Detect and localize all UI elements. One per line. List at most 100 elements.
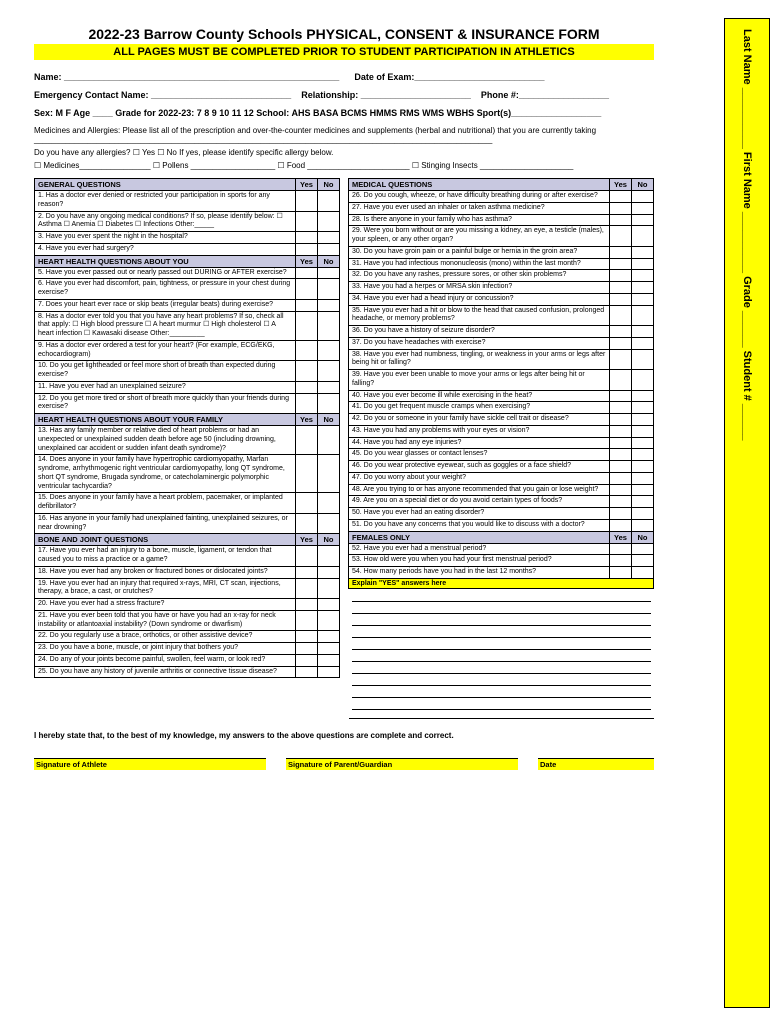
medical-no[interactable] — [632, 437, 654, 449]
general-yes[interactable] — [296, 243, 318, 255]
medical-yes[interactable] — [610, 349, 632, 370]
medical-no[interactable] — [632, 293, 654, 305]
medical-yes[interactable] — [610, 508, 632, 520]
allergy-question[interactable]: Do you have any allergies? ☐ Yes ☐ No If… — [34, 148, 654, 157]
heartyou-no[interactable] — [318, 381, 340, 393]
medical-no[interactable] — [632, 508, 654, 520]
heartfamily-yes[interactable] — [296, 455, 318, 493]
bone-no[interactable] — [318, 578, 340, 599]
medical-yes[interactable] — [610, 305, 632, 326]
bone-yes[interactable] — [296, 566, 318, 578]
medical-no[interactable] — [632, 414, 654, 426]
heartyou-no[interactable] — [318, 267, 340, 279]
bone-yes[interactable] — [296, 666, 318, 678]
heartyou-no[interactable] — [318, 340, 340, 361]
medical-no[interactable] — [632, 449, 654, 461]
heartyou-no[interactable] — [318, 393, 340, 414]
heartyou-no[interactable] — [318, 361, 340, 382]
medical-no[interactable] — [632, 202, 654, 214]
females-yes[interactable] — [610, 567, 632, 579]
medical-yes[interactable] — [610, 226, 632, 247]
allergy-list[interactable]: ☐ Medicines________________ ☐ Pollens __… — [34, 161, 654, 170]
heartyou-no[interactable] — [318, 311, 340, 340]
bone-no[interactable] — [318, 631, 340, 643]
medical-yes[interactable] — [610, 191, 632, 203]
general-no[interactable] — [318, 232, 340, 244]
medical-no[interactable] — [632, 214, 654, 226]
medical-no[interactable] — [632, 519, 654, 531]
medical-yes[interactable] — [610, 202, 632, 214]
heartyou-no[interactable] — [318, 299, 340, 311]
heartyou-yes[interactable] — [296, 299, 318, 311]
general-no[interactable] — [318, 211, 340, 232]
medical-no[interactable] — [632, 282, 654, 294]
general-no[interactable] — [318, 243, 340, 255]
name-field[interactable]: Name: __________________________________… — [34, 72, 339, 82]
medical-yes[interactable] — [610, 326, 632, 338]
medical-yes[interactable] — [610, 425, 632, 437]
medical-yes[interactable] — [610, 402, 632, 414]
medical-no[interactable] — [632, 472, 654, 484]
medical-yes[interactable] — [610, 246, 632, 258]
emergency-field[interactable]: Emergency Contact Name: ________________… — [34, 90, 291, 100]
bone-yes[interactable] — [296, 643, 318, 655]
heartyou-yes[interactable] — [296, 381, 318, 393]
medical-yes[interactable] — [610, 496, 632, 508]
medical-yes[interactable] — [610, 390, 632, 402]
medical-yes[interactable] — [610, 282, 632, 294]
medical-yes[interactable] — [610, 519, 632, 531]
medical-no[interactable] — [632, 425, 654, 437]
medical-no[interactable] — [632, 390, 654, 402]
general-yes[interactable] — [296, 191, 318, 212]
medical-yes[interactable] — [610, 449, 632, 461]
medical-no[interactable] — [632, 461, 654, 473]
medical-no[interactable] — [632, 496, 654, 508]
heartfamily-yes[interactable] — [296, 426, 318, 455]
sex-age-grade-field[interactable]: Sex: M F Age ____ Grade for 2022-23: 7 8… — [34, 108, 601, 118]
medical-no[interactable] — [632, 337, 654, 349]
medical-yes[interactable] — [610, 414, 632, 426]
medical-yes[interactable] — [610, 472, 632, 484]
bone-no[interactable] — [318, 546, 340, 567]
heartyou-yes[interactable] — [296, 311, 318, 340]
sig-parent[interactable]: Signature of Parent/Guardian — [286, 758, 518, 770]
bone-yes[interactable] — [296, 599, 318, 611]
medical-yes[interactable] — [610, 337, 632, 349]
medical-no[interactable] — [632, 246, 654, 258]
bone-no[interactable] — [318, 599, 340, 611]
heartyou-yes[interactable] — [296, 279, 318, 300]
medical-yes[interactable] — [610, 214, 632, 226]
bone-yes[interactable] — [296, 631, 318, 643]
medical-no[interactable] — [632, 349, 654, 370]
medical-no[interactable] — [632, 226, 654, 247]
heartfamily-yes[interactable] — [296, 493, 318, 514]
heartfamily-no[interactable] — [318, 455, 340, 493]
heartfamily-no[interactable] — [318, 493, 340, 514]
bone-no[interactable] — [318, 566, 340, 578]
medical-no[interactable] — [632, 270, 654, 282]
medical-no[interactable] — [632, 258, 654, 270]
general-yes[interactable] — [296, 232, 318, 244]
bone-yes[interactable] — [296, 610, 318, 631]
medical-no[interactable] — [632, 484, 654, 496]
bone-no[interactable] — [318, 654, 340, 666]
bone-yes[interactable] — [296, 546, 318, 567]
heartyou-yes[interactable] — [296, 340, 318, 361]
medical-yes[interactable] — [610, 484, 632, 496]
relationship-field[interactable]: Relationship: ______________________ — [301, 90, 471, 100]
heartfamily-no[interactable] — [318, 513, 340, 534]
bone-no[interactable] — [318, 643, 340, 655]
heartfamily-no[interactable] — [318, 426, 340, 455]
medical-yes[interactable] — [610, 370, 632, 391]
medical-no[interactable] — [632, 402, 654, 414]
heartyou-yes[interactable] — [296, 267, 318, 279]
medical-no[interactable] — [632, 370, 654, 391]
heartfamily-yes[interactable] — [296, 513, 318, 534]
heartyou-no[interactable] — [318, 279, 340, 300]
females-yes[interactable] — [610, 555, 632, 567]
medical-no[interactable] — [632, 191, 654, 203]
heartyou-yes[interactable] — [296, 361, 318, 382]
date-exam-field[interactable]: Date of Exam:__________________________ — [354, 72, 544, 82]
medical-no[interactable] — [632, 326, 654, 338]
phone-field[interactable]: Phone #:__________________ — [481, 90, 609, 100]
